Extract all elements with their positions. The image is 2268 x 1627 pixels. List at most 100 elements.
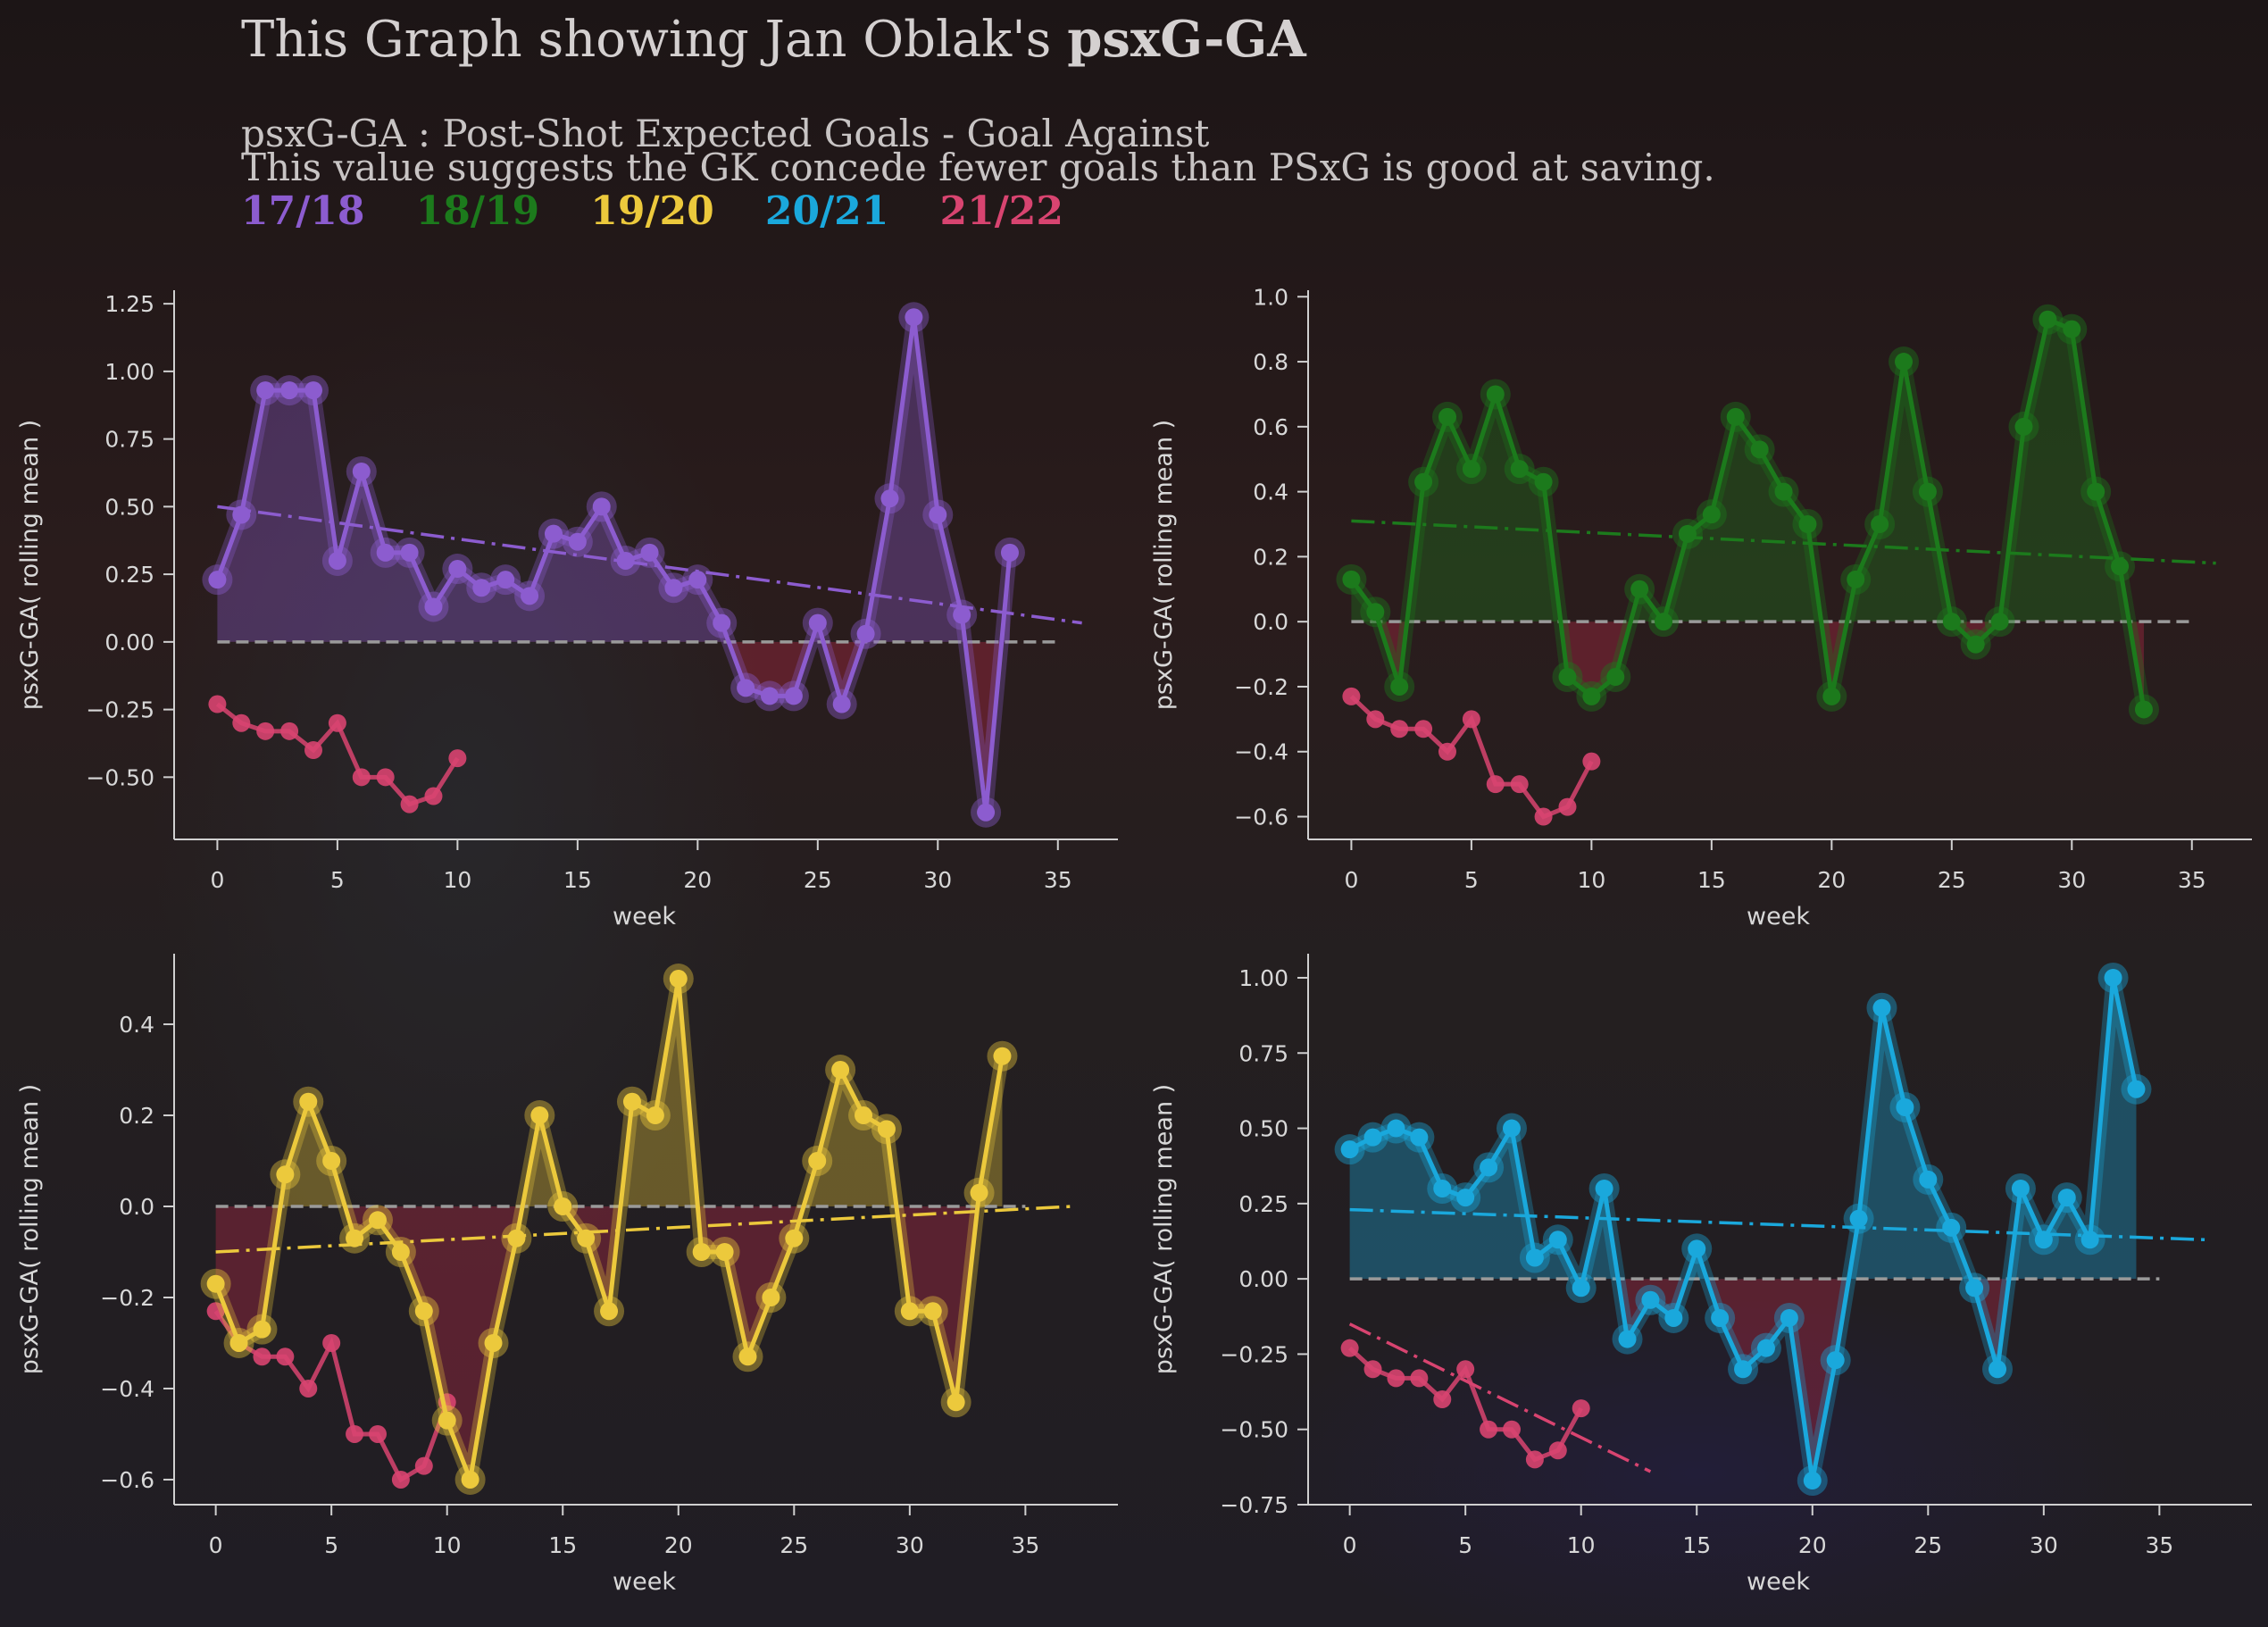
data-point [1750, 440, 1769, 459]
chart-header: This Graph showing Jan Oblak's psxG-GA p… [241, 7, 2205, 234]
data-point [953, 605, 971, 624]
data-point [622, 1092, 641, 1111]
comparison-point [1462, 710, 1480, 729]
y-axis-label: psxG-GA( rolling mean ) [16, 1084, 44, 1374]
x-tick-label: 0 [1343, 1532, 1357, 1558]
x-tick-label: 25 [1914, 1532, 1942, 1558]
data-point [256, 381, 275, 400]
legend-season-2122: 21/22 [939, 188, 1064, 234]
x-tick-label: 25 [780, 1532, 808, 1558]
y-tick-label: 0.4 [119, 1012, 154, 1038]
data-point [1872, 998, 1891, 1017]
data-point [472, 579, 491, 597]
data-point [280, 381, 299, 400]
data-point [1688, 1239, 1706, 1258]
data-point [448, 560, 467, 579]
comparison-point [1510, 775, 1529, 794]
data-point [276, 1165, 295, 1184]
data-point [2080, 1231, 2099, 1249]
comparison-point [1456, 1360, 1475, 1379]
trend-line [217, 505, 1082, 625]
data-point [2034, 1231, 2053, 1249]
data-point [1919, 1170, 1938, 1189]
data-point [507, 1229, 526, 1247]
data-point [461, 1470, 479, 1489]
data-point [1641, 1290, 1660, 1309]
data-point [715, 1242, 734, 1261]
y-axis-label: psxG-GA( rolling mean ) [16, 420, 44, 710]
data-point [438, 1411, 456, 1430]
data-point [1510, 460, 1529, 479]
data-point [669, 970, 688, 989]
data-point [368, 1211, 387, 1230]
data-point [832, 695, 851, 713]
data-point [692, 1242, 711, 1261]
comparison-point [206, 1302, 225, 1321]
title-text: This Graph showing Jan Oblak's [241, 11, 1068, 69]
x-tick-label: 10 [433, 1532, 462, 1558]
x-tick-label: 15 [1682, 1532, 1711, 1558]
comparison-point [352, 768, 371, 787]
comparison-point [448, 749, 467, 768]
data-point [1871, 515, 1889, 534]
data-point [1990, 613, 2009, 631]
x-tick-label: 15 [1697, 867, 1726, 893]
data-point [1525, 1248, 1544, 1267]
comparison-point [1433, 1389, 1452, 1408]
data-point [530, 1106, 549, 1125]
comparison-point [299, 1379, 318, 1398]
data-point [856, 624, 875, 643]
data-point [831, 1061, 850, 1080]
data-point [1366, 603, 1385, 622]
data-point [1548, 1231, 1567, 1249]
data-point [1803, 1472, 1822, 1490]
y-tick-label: −0.2 [1234, 674, 1288, 700]
chart-panel-1819: 1.0 0.8 0.6 0.4 0.2 0.0 −0.2 −0.4 −0.6 0 5 10 15 20 25… [1150, 284, 2252, 930]
legend-season-1718: 17/18 [241, 188, 365, 234]
data-point [1387, 1119, 1405, 1138]
data-point [688, 571, 707, 589]
y-tick-label: 1.00 [104, 359, 154, 385]
chart-panel-1718: 1.25 1.00 0.75 0.50 0.25 0.00 −0.25 −0.50 0 5 10 15… [16, 290, 1118, 930]
data-point [208, 571, 227, 589]
data-point [1456, 1189, 1475, 1207]
x-tick-label: 5 [324, 1532, 338, 1558]
y-tick-label: 0.00 [1238, 1266, 1288, 1292]
y-tick-label: 0.50 [1238, 1116, 1288, 1142]
data-point [946, 1393, 965, 1412]
data-point [1000, 543, 1019, 562]
legend-season-2021: 20/21 [764, 188, 889, 234]
comparison-point [391, 1470, 410, 1489]
y-tick-label: 0.2 [1253, 544, 1288, 570]
data-point [1363, 1128, 1382, 1147]
data-point [2104, 968, 2122, 987]
comparison-point [1486, 775, 1505, 794]
comparison-point [368, 1424, 387, 1443]
comparison-point [1480, 1420, 1498, 1439]
data-point [1534, 472, 1553, 491]
comparison-point [256, 722, 275, 740]
trend-line [1351, 519, 2216, 565]
y-axis-label: psxG-GA( rolling mean ) [1150, 1084, 1178, 1374]
comparison-point [1525, 1450, 1544, 1469]
x-tick-label: 30 [896, 1532, 924, 1558]
data-point [1847, 570, 1865, 588]
comparison-point [424, 787, 443, 805]
data-point [900, 1302, 919, 1321]
x-axis-label: week [613, 903, 676, 930]
y-tick-label: 0.2 [119, 1103, 154, 1129]
data-point [970, 1183, 988, 1202]
x-tick-label: 35 [1011, 1532, 1039, 1558]
data-point [2011, 1179, 2030, 1197]
chart-panel-2021: 1.00 0.75 0.50 0.25 0.00 −0.25 −0.50 −0.75 0 5 10 1… [1150, 954, 2252, 1596]
data-point [1826, 1351, 1845, 1370]
data-point [1822, 687, 1841, 705]
x-tick-label: 20 [683, 867, 712, 893]
data-point [2127, 1080, 2146, 1098]
data-point [1734, 1360, 1753, 1379]
comparison-point [322, 1333, 341, 1352]
comparison-point [1387, 1369, 1405, 1388]
data-point [855, 1106, 873, 1125]
data-point [206, 1274, 225, 1293]
